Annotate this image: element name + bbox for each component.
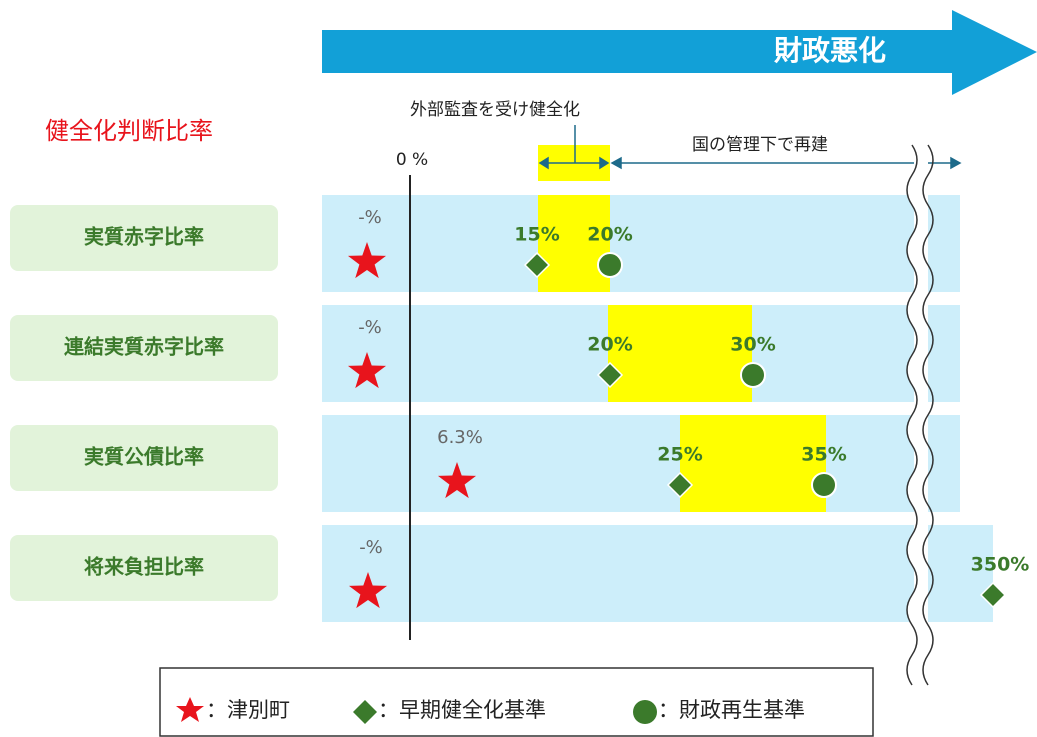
break-mark [906, 144, 934, 686]
row-label: 連結実質赤字比率 [64, 335, 224, 359]
town-star [437, 462, 477, 499]
rebuild-circle [597, 252, 623, 278]
rebuild-label: 20% [587, 224, 632, 246]
zone-arrows [538, 125, 962, 170]
banner: 財政悪化 [774, 34, 886, 67]
row-label: 実質赤字比率 [84, 225, 204, 249]
break-line [922, 144, 934, 686]
early-diamond [523, 251, 551, 279]
town-star [347, 352, 387, 389]
town-value: -% [359, 537, 383, 558]
legend-label: ：津別町 [206, 698, 290, 722]
legend-box [159, 667, 874, 737]
row-label-box [10, 425, 278, 491]
row-label: 実質公債比率 [84, 445, 204, 469]
break-line [906, 144, 918, 686]
town-value: 6.3% [437, 427, 483, 448]
rebuild-label: 35% [801, 444, 846, 466]
early-label: 350% [971, 554, 1030, 576]
banner-arrow [322, 10, 1037, 95]
row-label: 将来負担比率 [84, 555, 204, 579]
title: 健全化判断比率 [45, 117, 213, 145]
early-label: 25% [657, 444, 702, 466]
town-star [347, 242, 387, 279]
early-diamond [596, 361, 624, 389]
rebuild-circle [811, 472, 837, 498]
zone-label: 国の管理下で再建 [692, 135, 828, 155]
legend-label: ：早期健全化基準 [378, 698, 546, 722]
town-star [348, 572, 388, 609]
early-diamond [979, 581, 1007, 609]
row-label-box [10, 535, 278, 601]
early-diamond [666, 471, 694, 499]
zero-label: 0 % [396, 150, 428, 170]
zone-label: 外部監査を受け健全化 [410, 100, 580, 120]
early-label: 20% [587, 334, 632, 356]
row-bands [322, 195, 993, 622]
rebuild-label: 30% [730, 334, 775, 356]
rebuild-circle [740, 362, 766, 388]
legend-label: ：財政再生基準 [658, 698, 805, 722]
town-value: -% [358, 207, 382, 228]
row-label-box [10, 205, 278, 271]
row-label-box [10, 315, 278, 381]
legend-star [176, 697, 204, 722]
early-label: 15% [514, 224, 559, 246]
town-value: -% [358, 317, 382, 338]
legend-circle [633, 700, 657, 724]
legend-diamond [353, 700, 377, 724]
